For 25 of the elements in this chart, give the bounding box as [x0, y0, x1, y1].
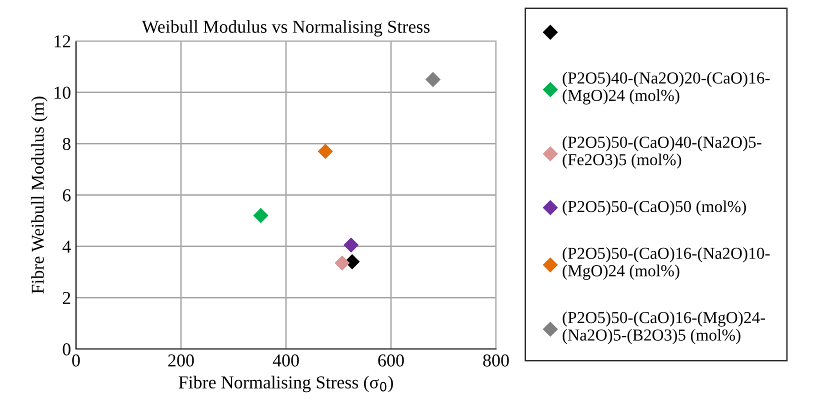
x-tick-label: 600 [378, 354, 404, 367]
y-tick-label: 4 [62, 240, 71, 253]
legend-label: (P2O5)50-(CaO)16-(MgO)24- (Na2O)5-(B2O3)5 (mol%) [562, 311, 766, 344]
legend-label: (P2O5)50-(CaO)50 (mol%) [562, 200, 746, 216]
chart-title: Weibull Modulus vs Normalising Stress [142, 20, 430, 37]
x-tick-label: 400 [272, 354, 299, 367]
y-tick-label: 6 [62, 189, 71, 202]
x-tick-label: 200 [168, 354, 194, 367]
y-tick-label: 10 [54, 86, 70, 99]
y-tick-label: 8 [62, 138, 70, 150]
point [343, 237, 359, 253]
legend-label: (P2O5)40-(Na2O)20-(CaO)16- (MgO)24 (mol%) [562, 72, 770, 104]
x-tick-label: 800 [483, 354, 509, 367]
y-tick-label: 12 [54, 35, 70, 48]
point [425, 72, 441, 88]
legend-label: (P2O5)50-(CaO)40-(Na2O)5- (Fe2O3)5 (mol%) [562, 136, 762, 169]
point [253, 208, 268, 224]
point [318, 144, 333, 159]
y-tick-label: 0 [62, 343, 70, 356]
point [334, 255, 350, 271]
legend-label: (P2O5)50-(CaO)16-(Na2O)10- (MgO)24 (mol%) [562, 247, 770, 280]
x-tick-label: 0 [72, 354, 80, 367]
x-axis-title: Fibre Normalising Stress (σ$_{0}$) [178, 376, 393, 392]
y-tick-label: 2 [62, 292, 70, 304]
y-axis-title: Fibre Weibull Modulus (m) [31, 96, 48, 294]
